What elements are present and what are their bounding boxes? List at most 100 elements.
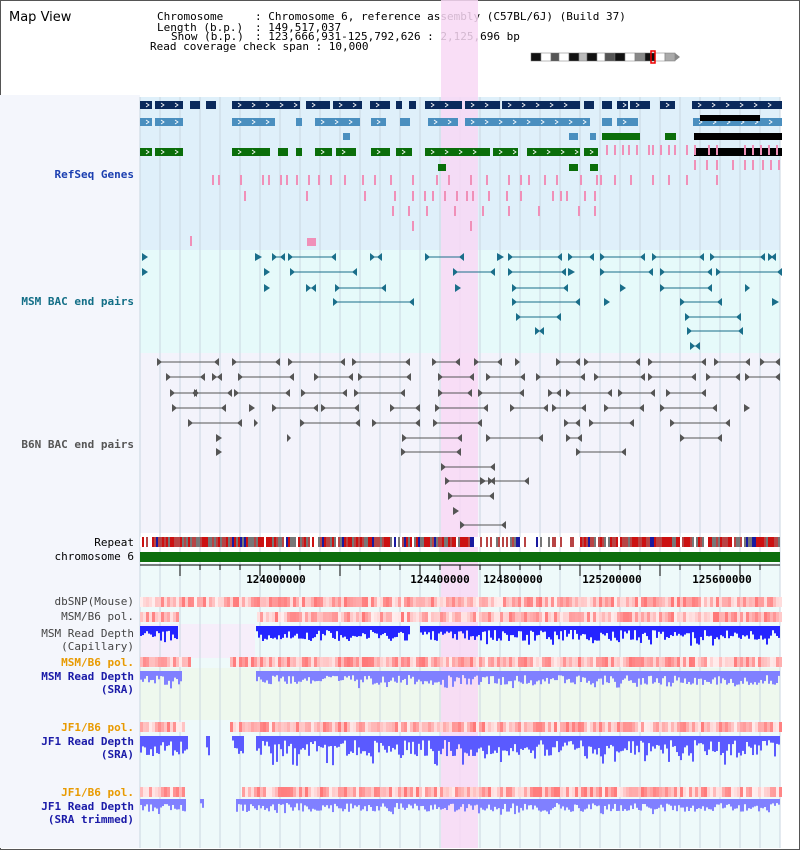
msm-b6-pol-density-2: [491, 657, 494, 667]
repeat-element: [240, 537, 242, 547]
jf1-sra-trimmed-depth-bar: [560, 799, 562, 809]
refseq-genes-label[interactable]: RefSeq Genes: [54, 168, 134, 181]
jf1-b6-pol-density-2: [623, 787, 626, 797]
dbsnp-density: [608, 597, 611, 607]
msm-capillary-depth-bar: [624, 626, 626, 632]
jf1-b6-pol-density: [383, 722, 386, 732]
b6n-bac-end: [480, 477, 486, 485]
msm-bac-end-pairs-label[interactable]: MSM BAC end pairs: [21, 295, 134, 308]
repeat-element: [694, 537, 696, 547]
msm-capillary-depth-bar: [638, 626, 640, 638]
msm-capillary-depth-bar: [426, 626, 428, 635]
jf1-sra-trimmed-depth-bar: [338, 799, 340, 809]
jf1-b6-pol-density: [344, 722, 347, 732]
jf1-sra-depth-bar: [666, 736, 668, 749]
msm-capillary-depth-bar: [618, 626, 620, 643]
refseq-transcript-tick: [528, 175, 530, 185]
msm-sra-depth-bar: [606, 671, 608, 683]
refseq-transcript-tick: [762, 160, 764, 170]
repeat-element: [170, 537, 172, 547]
repeat-element: [638, 537, 640, 547]
jf1-b6-pol-density: [572, 722, 575, 732]
msm-b6-pol-density-2: [242, 657, 245, 667]
dbsnp-density: [725, 597, 728, 607]
msm-b6-pol-density: [542, 612, 545, 622]
repeat-element: [500, 537, 502, 547]
msm-b6-pol-density-2: [779, 657, 782, 667]
jf1-sra-trimmed-depth-bar: [468, 799, 470, 805]
dbsnp-density: [779, 597, 782, 607]
jf1-sra-trimmed-depth-bar: [776, 799, 778, 804]
jf1-sra-trimmed-depth-bar: [744, 799, 746, 805]
repeat-element: [770, 537, 772, 547]
repeat-element: [682, 537, 684, 547]
jf1-sra-depth-bar: [718, 736, 720, 742]
msm-capillary-depth-bar: [278, 626, 280, 636]
dbsnp-density: [740, 597, 743, 607]
repeat-element: [714, 537, 716, 547]
msm-b6-pol-density-2: [737, 657, 740, 667]
b6n-bac-pair-end: [448, 492, 453, 500]
refseq-transcript-tick: [770, 160, 772, 170]
jf1-b6-pol-density: [422, 722, 425, 732]
msm-capillary-depth-bar: [596, 626, 598, 641]
jf1-sra-trimmed-depth-bar: [676, 799, 678, 812]
msm-sra-depth-bar: [624, 671, 626, 679]
msm-sra-depth-bar: [450, 671, 452, 678]
msm-b6-pol-density-2: [251, 657, 254, 667]
repeat-element: [430, 537, 432, 547]
jf1-b6-pol-density: [371, 722, 374, 732]
jf1-sra-depth-bar: [320, 736, 322, 748]
jf1-b6-pol-density-2: [401, 787, 404, 797]
jf1-sra-depth-bar: [342, 736, 344, 744]
refseq-gene-small: [438, 164, 446, 171]
msm-sra-depth-bar: [448, 671, 450, 676]
jf1-b6-pol-density-2: [269, 787, 272, 797]
msm-b6-pol-density: [494, 612, 497, 622]
jf1-sra-depth-bar: [744, 736, 746, 755]
msm-sra-depth-bar: [384, 671, 386, 683]
jf1-sra-depth-bar: [288, 736, 290, 747]
msm-bac-end: [455, 284, 461, 292]
dbsnp-density: [590, 597, 593, 607]
jf1-b6-pol-density: [329, 722, 332, 732]
refseq-transcript-tick: [432, 191, 434, 201]
jf1-sra-depth-bar: [444, 736, 446, 741]
msm-b6-pol-density-2: [152, 657, 155, 667]
jf1-sra-depth-bar: [608, 736, 610, 749]
msm-sra-depth-bar: [382, 671, 384, 677]
msm-capillary-depth-bar: [362, 626, 364, 634]
jf1-sra-depth-bar: [510, 736, 512, 749]
jf1-b6-pol-density: [554, 722, 557, 732]
repeat-element: [630, 537, 632, 547]
repeat-element: [722, 537, 724, 547]
dbsnp-density: [773, 597, 776, 607]
jf1-sra-trimmed-depth-bar: [170, 799, 172, 811]
msm-sra-depth-bar: [302, 671, 304, 680]
repeat-element: [228, 537, 230, 547]
msm-sra-depth-bar: [400, 671, 402, 683]
msm-b6-pol-density: [173, 612, 176, 622]
dbsnp-density: [230, 597, 233, 607]
jf1-read-depth-trimmed-sub: (SRA trimmed): [47, 813, 134, 826]
repeat-element: [484, 537, 486, 547]
msm-bac-end: [745, 284, 750, 292]
refseq-gene-green-strand-mark: [458, 149, 463, 155]
msm-capillary-depth-bar: [156, 626, 158, 632]
msm-b6-pol-density-2: [143, 657, 146, 667]
jf1-sra-depth-bar: [186, 736, 188, 750]
repeat-element: [232, 537, 234, 547]
refseq-transcript-tick: [732, 160, 734, 170]
msm-sra-depth-bar: [534, 671, 536, 685]
repeat-element: [686, 537, 688, 547]
msm-b6-pol-density: [677, 612, 680, 622]
b6n-bac-pair-end: [405, 358, 410, 366]
dbsnp-density: [566, 597, 569, 607]
jf1-b6-pol-density-2: [566, 787, 569, 797]
b6n-bac-end-pairs-label[interactable]: B6N BAC end pairs: [21, 438, 134, 451]
jf1-b6-pol-density-2: [503, 787, 506, 797]
jf1-sra-depth-bar: [742, 736, 744, 751]
refseq-transcript-block: [307, 238, 316, 246]
repeat-element: [642, 537, 644, 547]
